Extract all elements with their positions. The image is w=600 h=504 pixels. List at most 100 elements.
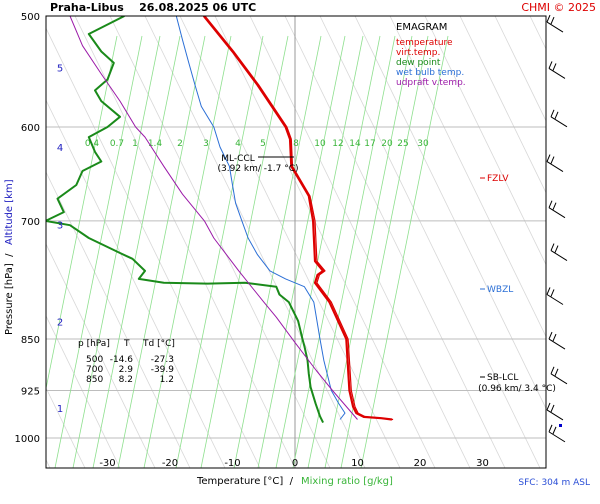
ml-ccl-annotation: ML-CCL (3.92 km/ -1.7 °C) (218, 154, 299, 174)
mixing-ratio-label: 1.4 (148, 139, 163, 149)
wind-barb (548, 331, 566, 350)
series-layer (46, 16, 394, 424)
altitude-tick-label: 3 (57, 220, 63, 231)
mixing-ratio-label: 12 (332, 139, 343, 149)
isotherm-line (46, 171, 191, 468)
wbzl-annotation: WBZL (480, 285, 513, 295)
chart-title: Praha-Libus 26.08.2025 06 UTC (50, 1, 256, 14)
wind-barb-flag (550, 289, 555, 297)
wind-barb-shaft (546, 21, 564, 33)
mixing-ratio-line (143, 35, 232, 468)
temperature-tick-label: -20 (162, 458, 178, 469)
footer-surface-label: SFC: 304 m ASL (518, 478, 590, 488)
wind-barb-shaft (546, 294, 564, 305)
wind-barb-shaft (546, 161, 564, 172)
wind-barb (546, 287, 564, 305)
wind-barb-flag (550, 109, 555, 117)
isotherm-line (389, 16, 546, 338)
wind-barb-flag (546, 154, 551, 162)
temperature-tick-label: 0 (292, 458, 298, 469)
wind-barb (548, 200, 566, 219)
wind-barb (550, 109, 568, 128)
mixing-ratio-line (340, 35, 429, 468)
temperature-tick-label: 10 (351, 458, 364, 469)
legend-item-dew-point: dew point (396, 58, 441, 68)
mixing-ratio-line (292, 35, 381, 468)
legend-item-updraft: udpraft v.temp. (396, 78, 466, 88)
wind-barb-flag (550, 16, 555, 25)
wind-barb-flag (552, 426, 557, 435)
altitude-tick-label: 2 (57, 318, 63, 329)
isotherm-line (459, 16, 546, 194)
isotherm-line (144, 16, 366, 468)
series-line-dew-point (46, 16, 324, 424)
mixing-ratio-label: 30 (417, 139, 429, 149)
wind-barb-flag (548, 424, 553, 433)
wind-barb-shaft (548, 338, 566, 350)
fzlv-label: FZLV (487, 174, 509, 184)
wind-barb (548, 61, 566, 79)
x-axis-label-mixing-ratio: Mixing ratio [g/kg] (301, 476, 393, 487)
isotherm-line (46, 243, 156, 468)
pressure-tick-label: 850 (21, 335, 40, 346)
wind-barb-flag (550, 404, 555, 413)
table-header-pressure: p [hPa] (78, 339, 110, 349)
altitude-tick-label: 4 (57, 143, 63, 154)
wind-barb-shaft (550, 116, 568, 128)
mixing-ratio-label: 1 (132, 139, 138, 149)
table-cell: 1.2 (160, 375, 174, 385)
isotherm-line (179, 16, 401, 468)
series-line-temperature (202, 16, 393, 421)
table-cell: 850 (86, 375, 103, 385)
isotherm-line (354, 16, 546, 410)
wind-barb (546, 402, 564, 421)
altitude-tick-label: 5 (57, 63, 63, 74)
calm-wind-marker (559, 424, 562, 427)
mixing-ratio-line (46, 35, 118, 391)
isotherm-line (284, 16, 506, 468)
axis-titles: Pressure [hPa] / Altitude [km] Temperatu… (4, 179, 590, 488)
wind-barb-shaft (548, 431, 566, 443)
x-axis-label-temperature: Temperature [°C] / (196, 476, 294, 487)
wind-barb-flag (552, 63, 557, 71)
wind-barb-flag (546, 287, 551, 295)
temperature-tick-label: 30 (476, 458, 489, 469)
pressure-tick-label: 500 (21, 12, 40, 23)
table-cell: 500 (86, 355, 103, 365)
wind-barb-flag (550, 156, 555, 164)
temperature-tick-label: 20 (414, 458, 427, 469)
legend: EMAGRAM temperature virt.temp. dew point… (396, 22, 466, 88)
wind-barb-flag (552, 202, 557, 210)
isotherm-line (494, 16, 546, 122)
wind-barb-shaft (548, 68, 566, 79)
grid-layer (46, 15, 546, 468)
table-cell: -14.6 (110, 355, 134, 365)
wind-barb-flag (550, 366, 555, 375)
isotherm-line (424, 16, 546, 266)
mixing-ratio-line (92, 35, 181, 468)
y-axis-label-altitude: Altitude [km] (4, 179, 15, 245)
mixing-ratio-line (54, 35, 143, 468)
isotherm-line (249, 16, 471, 468)
wind-barb-layer (546, 14, 568, 443)
table-cell: -27.3 (151, 355, 174, 365)
mixing-ratio-label: 25 (397, 139, 408, 149)
wind-barb-shaft (550, 250, 568, 261)
wind-barb (550, 366, 568, 385)
ml-ccl-label: ML-CCL (221, 154, 254, 164)
wind-barb-flag (554, 111, 559, 119)
mixing-ratio-line (233, 35, 322, 468)
isotherm-line (74, 16, 296, 468)
temperature-tick-label: -30 (99, 458, 115, 469)
table-header-t: T (123, 339, 130, 349)
isotherm-line (319, 16, 541, 468)
wind-barb-flag (548, 61, 553, 69)
mixing-ratio-label: 5 (260, 139, 266, 149)
wind-barb (548, 424, 566, 443)
ml-ccl-values: (3.92 km/ -1.7 °C) (218, 164, 299, 174)
legend-item-temperature: temperature (396, 38, 453, 48)
isotherm-line (109, 16, 331, 468)
table-header-td: Td [°C] (142, 339, 175, 349)
